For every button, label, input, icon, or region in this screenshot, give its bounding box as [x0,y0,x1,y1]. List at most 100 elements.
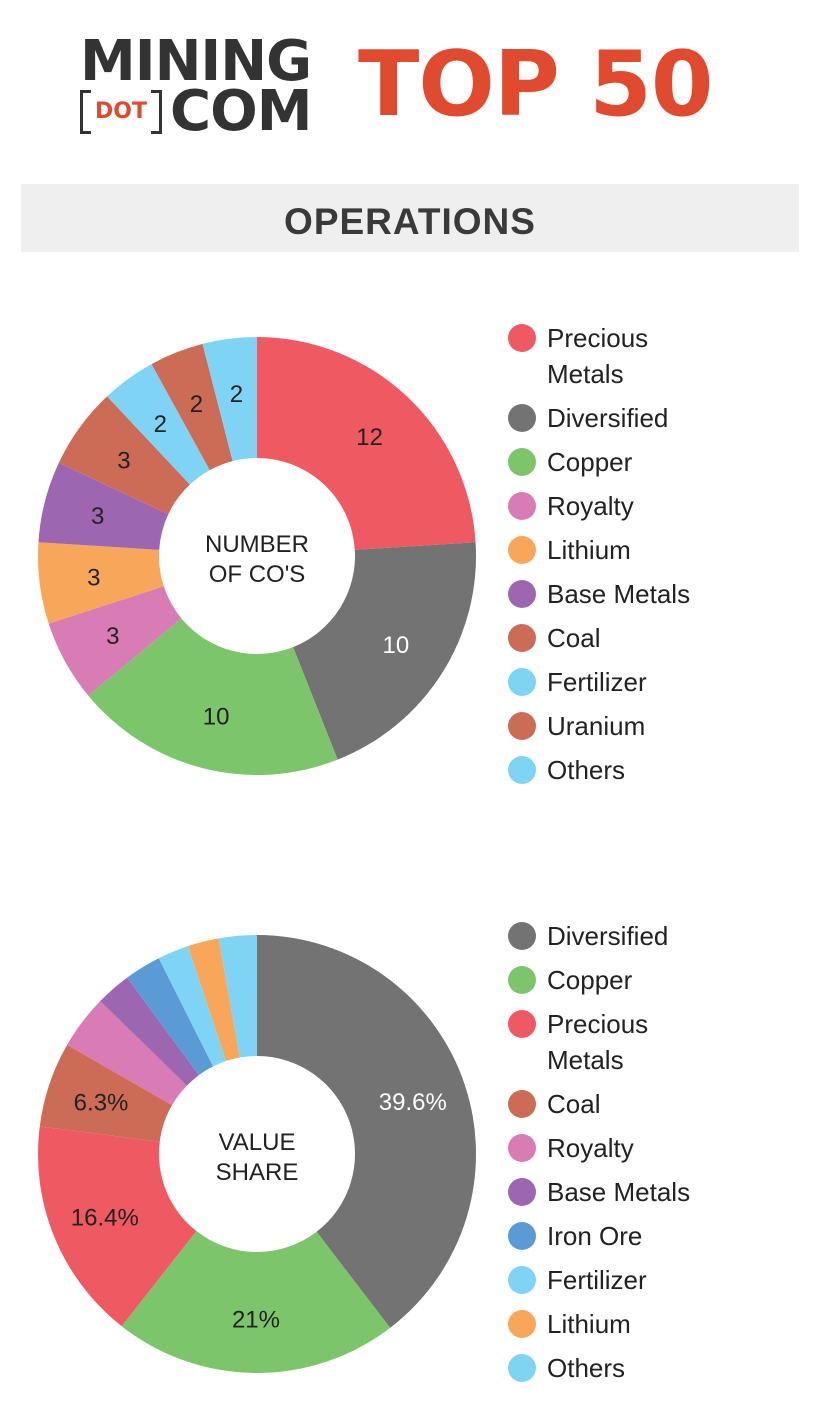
legend-label: Copper [547,965,633,995]
legend-label: Coal [547,623,601,653]
slice-fertilizer [158,946,227,1067]
data-label-diversified: 39.6% [379,1089,447,1116]
value-share-donut-chart: 39.6% 21% 16.4% 6.3% VALUE SHARE [37,935,477,1373]
page-title: TOP 50 [358,32,713,137]
data-label-copper: 10 [203,703,230,730]
data-label-copper: 21% [232,1306,280,1333]
legend-swatch [508,492,536,520]
donut-hole [160,1057,354,1251]
legend-swatch [508,1178,536,1206]
legend-label: Precious Metals [547,1009,649,1075]
logo-mining-text: MINING [80,29,312,94]
legend-item-lithium: Lithium [508,532,818,568]
legend-item-lithium: Lithium [508,1306,818,1342]
legend-swatch [508,1090,536,1118]
data-label-coal: 6.3% [74,1090,129,1117]
legend-swatch [508,1266,536,1294]
slice-base-metals [38,462,169,550]
legend-item-base-metals: Base Metals [508,1174,818,1210]
legend-item-fertilizer: Fertilizer [508,1262,818,1298]
slice-coal [39,1044,173,1142]
legend-label: Diversified [547,403,669,433]
legend-label: Royalty [547,1133,634,1163]
logo-dot-text: DOT [95,99,147,124]
donut-hole [160,459,354,653]
legend-item-coal: Coal [508,1086,818,1122]
legend-swatch [508,668,536,696]
legend-item-royalty: Royalty [508,488,818,524]
legend-swatch [508,1354,536,1382]
slice-iron-ore [127,958,214,1076]
legend-item-precious-metals: Precious Metals [508,320,818,392]
slice-base-metals [100,977,199,1086]
slice-coal [58,396,190,515]
legend-item-diversified: Diversified [508,400,818,436]
legend-label: Others [547,755,626,785]
slice-lithium [37,542,164,624]
slice-fertilizer [107,364,210,485]
slice-copper [121,1231,391,1373]
value-share-legend: Diversified Copper Precious Metals Coal Roya… [508,918,818,1394]
legend-swatch [508,448,536,476]
slice-diversified [293,542,476,760]
legend-label: Coal [547,1089,601,1119]
legend-swatch [508,712,536,740]
slice-diversified [257,935,477,1328]
legend-item-precious-metals: Precious Metals [508,1006,818,1078]
header: MINING DOT COM TOP 50 [0,0,826,170]
legend-swatch [508,580,536,608]
legend-label: Copper [547,447,633,477]
legend-label: Fertilizer [547,667,647,697]
section-banner: OPERATIONS [21,184,799,252]
data-label-base-metals: 3 [91,503,104,530]
center-label-line-2: OF CO'S [209,561,306,588]
slice-royalty [67,1001,187,1106]
legend-item-iron-ore: Iron Ore [508,1218,818,1254]
legend-item-diversified: Diversified [508,918,818,954]
center-label-line-1: NUMBER [205,531,309,558]
section-title: OPERATIONS [284,201,536,242]
center-label-line-2: SHARE [216,1159,299,1186]
legend-swatch [508,1010,536,1038]
legend-item-copper: Copper [508,444,818,480]
legend-swatch [508,536,536,564]
number-of-companies-legend: Precious Metals Diversified Copper Royalty L… [508,320,818,796]
legend-item-others: Others [508,1350,818,1386]
legend-swatch [508,624,536,652]
legend-label: Precious Metals [547,323,649,389]
legend-swatch [508,1134,536,1162]
legend-swatch [508,404,536,432]
logo-dot-bracket: DOT [80,90,162,134]
legend-label: Base Metals [547,579,691,609]
data-label-precious-metals: 16.4% [71,1204,139,1231]
legend-swatch [508,1222,536,1250]
legend-swatch [508,324,536,352]
data-label-lithium: 3 [87,565,100,592]
legend-swatch [508,756,536,784]
slice-precious-metals [257,337,476,550]
legend-label: Lithium [547,1309,631,1339]
data-label-fertilizer: 2 [154,411,167,438]
legend-swatch [508,922,536,950]
legend-item-coal: Coal [508,620,818,656]
slice-others [202,337,257,462]
center-label-line-1: VALUE [219,1129,296,1156]
logo-com-text: COM [170,79,312,144]
slice-royalty [48,586,182,696]
slice-lithium [188,938,240,1061]
legend-swatch [508,966,536,994]
slice-uranium [151,343,233,471]
data-label-precious-metals: 12 [356,424,383,451]
legend-label: Lithium [547,535,631,565]
data-label-others: 2 [230,381,243,408]
legend-label: Uranium [547,711,646,741]
data-label-uranium: 2 [190,391,203,418]
legend-item-copper: Copper [508,962,818,998]
data-label-coal: 3 [117,447,130,474]
legend-label: Others [547,1353,626,1383]
legend-item-base-metals: Base Metals [508,576,818,612]
legend-label: Diversified [547,921,669,951]
legend-item-uranium: Uranium [508,708,818,744]
legend-item-others: Others [508,752,818,788]
